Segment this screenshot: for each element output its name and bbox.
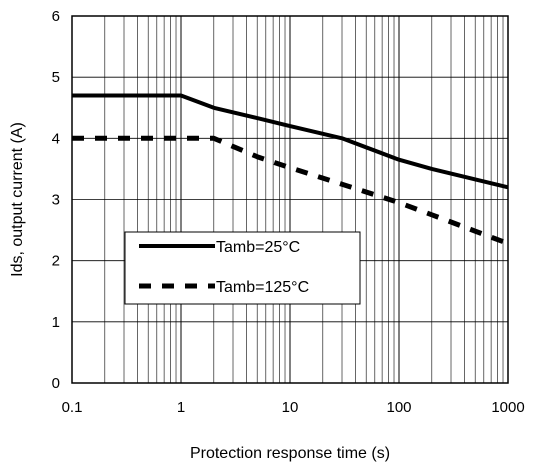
- legend: Tamb=25°C Tamb=125°C: [124, 231, 361, 305]
- legend-label-25c: Tamb=25°C: [216, 239, 300, 256]
- y-tick-label: 4: [52, 130, 60, 147]
- y-axis-label: Ids, output current (A): [9, 122, 26, 277]
- y-tick-label: 0: [52, 375, 60, 392]
- y-tick-label: 5: [52, 69, 60, 86]
- x-tick-label: 1000: [491, 399, 524, 416]
- x-tick-labels: 0.1 1 10 100 1000: [62, 399, 525, 416]
- x-tick-label: 1: [177, 399, 185, 416]
- x-tick-label: 0.1: [62, 399, 83, 416]
- x-axis-label: Protection response time (s): [190, 445, 390, 462]
- series-line-1: [72, 135, 509, 246]
- x-tick-label: 10: [282, 399, 299, 416]
- y-tick-labels: 0 1 2 3 4 5 6: [52, 8, 60, 392]
- series-layer: [72, 93, 509, 246]
- y-tick-label: 6: [52, 8, 60, 25]
- y-tick-label: 1: [52, 314, 60, 331]
- y-tick-label: 2: [52, 253, 60, 270]
- legend-label-125c: Tamb=125°C: [216, 279, 309, 296]
- plot-frame: [71, 15, 509, 384]
- series-line-0: [72, 93, 509, 190]
- y-tick-label: 3: [52, 192, 60, 209]
- x-tick-label: 100: [386, 399, 411, 416]
